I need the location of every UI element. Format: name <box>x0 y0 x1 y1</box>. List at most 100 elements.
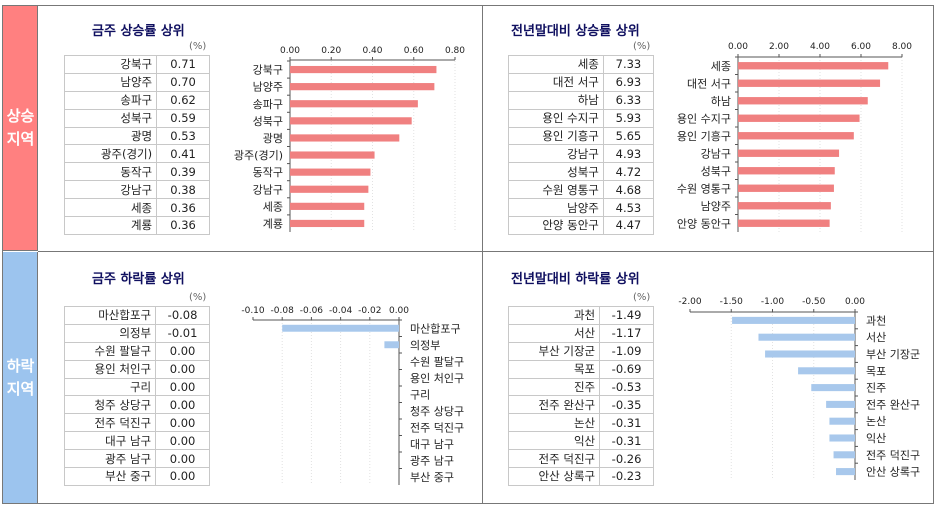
unit-label: (%) <box>633 292 651 303</box>
region-name: 전주 덕진구 <box>507 449 601 469</box>
category-label: 용인 처인구 <box>410 372 464 385</box>
tick-label: -0.50 <box>802 297 826 307</box>
panel-title: 전년말대비 상승률 상위 <box>511 24 640 39</box>
table-row: 강남구 4.93 <box>508 144 655 164</box>
change-value: -0.23 <box>599 467 654 486</box>
region-name: 안양 동안구 <box>508 216 604 235</box>
bar <box>738 132 854 140</box>
region-name: 구리 <box>63 377 157 397</box>
region-name: 전주 완산구 <box>507 395 601 415</box>
tick-label: -0.08 <box>271 306 295 316</box>
rank-table: 세종 7.33 대전 서구 6.93 하남 6.33 용인 수지구 5.93 용인 기흥구 5.6… <box>508 55 655 235</box>
category-label: 용인 기흥구 <box>677 129 731 143</box>
bar <box>290 134 400 142</box>
category-label: 진주 <box>866 382 886 395</box>
table-row: 대구 남구 0.00 <box>63 431 210 451</box>
bar <box>833 451 855 459</box>
change-value: 0.62 <box>156 90 210 110</box>
tick-label: 0.60 <box>404 46 424 56</box>
change-value: -0.26 <box>599 449 654 469</box>
category-label: 서산 <box>866 331 886 344</box>
bar <box>836 468 855 476</box>
bar <box>758 333 855 341</box>
category-label: 마산합포구 <box>410 322 461 335</box>
category-label: 강남구 <box>701 147 731 160</box>
table-row: 안양 동안구 4.47 <box>508 216 655 235</box>
tick-label: -0.10 <box>241 306 265 316</box>
change-value: 6.93 <box>602 72 655 92</box>
table-row: 청주 상당구 0.00 <box>63 395 210 415</box>
bar <box>282 324 399 332</box>
tick-label: 8.00 <box>892 42 912 52</box>
change-value: 7.33 <box>602 55 655 74</box>
table-row: 용인 처인구 0.00 <box>63 359 210 379</box>
table-row: 부산 중구 0.00 <box>63 467 210 486</box>
bar <box>738 219 830 227</box>
change-value: 4.68 <box>602 180 655 200</box>
table-row: 과천 -1.49 <box>507 306 654 325</box>
change-value: 0.38 <box>156 180 210 200</box>
table-row: 의정부 -0.01 <box>63 323 210 343</box>
category-label: 세종 <box>263 200 283 213</box>
change-value: -0.08 <box>155 306 210 325</box>
tick-label: 0.80 <box>445 46 465 56</box>
category-label: 대전 서구 <box>687 77 731 90</box>
change-value: 0.41 <box>156 144 210 164</box>
bar <box>738 79 881 87</box>
category-label: 용인 수지구 <box>677 112 731 125</box>
change-value: 5.65 <box>602 126 655 146</box>
bar <box>798 367 855 375</box>
table-row: 강북구 0.71 <box>63 55 210 74</box>
region-name: 광주 남구 <box>63 449 157 469</box>
tick-label: 6.00 <box>851 42 871 52</box>
region-name: 남양주 <box>63 72 158 92</box>
category-label: 남양주 <box>701 200 731 213</box>
category-label: 전주 덕진구 <box>410 421 464 434</box>
bar <box>290 117 412 125</box>
category-label: 구리 <box>410 388 430 401</box>
bar <box>765 350 855 358</box>
vertical-divider <box>482 6 483 504</box>
bar <box>738 202 831 210</box>
tick-label: 0.40 <box>362 46 382 56</box>
unit-label: (%) <box>189 292 207 303</box>
rising-region-label: 상승지역 <box>6 107 35 148</box>
category-label: 송파구 <box>253 98 283 111</box>
change-value: -0.35 <box>599 395 654 415</box>
region-name: 마산합포구 <box>63 306 157 325</box>
category-label: 목포 <box>866 365 886 378</box>
tick-label: -2.00 <box>678 297 702 307</box>
bar <box>738 149 840 157</box>
change-value: 0.00 <box>155 359 210 379</box>
bar <box>290 65 437 74</box>
category-label: 전주 완산구 <box>866 398 920 411</box>
region-name: 부산 중구 <box>63 467 157 486</box>
tick-label: 2.00 <box>769 42 789 52</box>
table-row: 마산합포구 -0.08 <box>63 306 210 325</box>
change-value: 4.47 <box>602 216 655 235</box>
tick-label: 0.20 <box>321 46 341 56</box>
category-label: 익산 <box>866 432 886 445</box>
region-name: 안산 상록구 <box>507 467 601 486</box>
region-name: 목포 <box>507 359 601 379</box>
bar <box>829 417 855 425</box>
category-label: 강북구 <box>253 64 283 77</box>
tick-label: 0.00 <box>728 42 748 52</box>
table-row: 안산 상록구 -0.23 <box>507 467 654 486</box>
region-name: 강북구 <box>63 55 158 74</box>
bar <box>290 100 418 108</box>
region-name: 청주 상당구 <box>63 395 157 415</box>
category-label: 남양주 <box>253 81 283 94</box>
category-label: 의정부 <box>410 339 440 352</box>
change-value: 4.93 <box>602 144 655 164</box>
category-label: 안양 동안구 <box>677 217 731 230</box>
category-label: 성북구 <box>253 115 283 128</box>
bar <box>290 202 365 210</box>
table-row: 부산 기장군 -1.09 <box>507 341 654 361</box>
region-name: 익산 <box>507 431 601 451</box>
change-value: 0.00 <box>155 395 210 415</box>
category-label: 동작구 <box>253 166 283 179</box>
table-row: 광주 남구 0.00 <box>63 449 210 469</box>
